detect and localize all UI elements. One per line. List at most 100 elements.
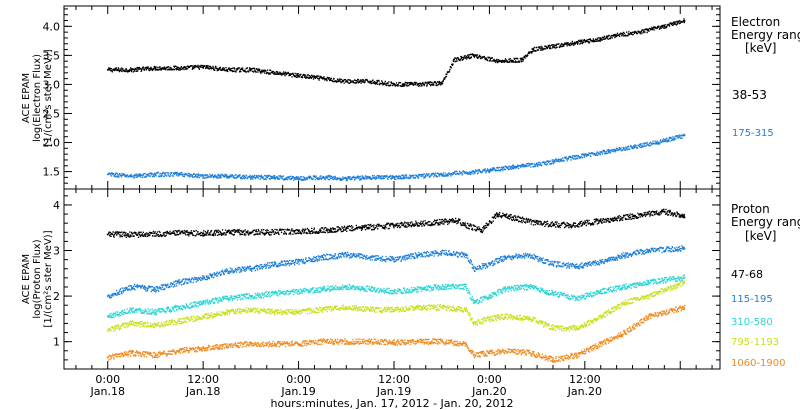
data-point — [496, 213, 499, 216]
data-point — [488, 263, 491, 266]
data-point — [440, 82, 443, 85]
data-point — [321, 256, 324, 259]
proton-legend-subtitle: Energy range — [731, 215, 800, 229]
data-point — [504, 256, 507, 259]
data-point — [607, 150, 610, 153]
data-point — [226, 270, 228, 272]
data-point — [106, 329, 109, 332]
electron-y-axis-label: ACE EPAM log(Electron Flux) [1/(cm²s ste… — [21, 49, 54, 146]
series-175-315 — [106, 133, 686, 182]
data-point — [234, 231, 236, 234]
data-point — [576, 327, 578, 329]
x-tick-label-date: Jan.19 — [280, 385, 315, 398]
data-point — [464, 308, 467, 311]
data-point — [345, 340, 348, 343]
data-point — [599, 290, 602, 293]
data-point — [202, 66, 205, 68]
proton-legend-title: Proton — [731, 202, 770, 216]
electron-legend-title: Electron — [731, 15, 780, 29]
data-point — [440, 340, 443, 343]
data-point — [683, 281, 686, 284]
data-point — [250, 69, 252, 71]
data-point — [202, 347, 205, 350]
data-point — [178, 67, 181, 70]
data-point — [393, 290, 395, 293]
data-point — [416, 288, 419, 291]
data-point — [623, 286, 626, 288]
series-115-195 — [106, 245, 686, 299]
data-point — [576, 265, 578, 268]
electron-panel: 1.5 2.0 2.5 3.0 3.5 4.0 — [43, 6, 720, 190]
data-point — [130, 286, 133, 288]
data-point — [393, 341, 395, 344]
data-point — [106, 295, 109, 297]
x-tick-label-time: 0:00 — [95, 373, 120, 386]
data-point — [647, 281, 650, 284]
data-point — [504, 215, 507, 218]
data-point — [393, 83, 395, 86]
data-point — [369, 288, 371, 291]
electron-legend: Electron Energy range [keV] 38-53 175-31… — [731, 15, 800, 139]
x-axis-label: hours:minutes, Jan. 17, 2012 - Jan. 20, … — [271, 397, 514, 410]
proton-ylabel-line-1: ACE EPAM — [21, 254, 32, 304]
data-point — [178, 306, 181, 309]
data-point — [393, 308, 395, 311]
proton-legend-units: [keV] — [745, 229, 776, 243]
data-point — [464, 286, 467, 288]
data-point — [273, 343, 276, 345]
data-point — [416, 254, 419, 256]
proton-legend-115-195: 115-195 — [731, 294, 773, 305]
data-point — [345, 227, 348, 230]
y-tick-label: 2.5 — [43, 107, 61, 120]
data-point — [615, 34, 618, 36]
data-point — [647, 315, 650, 318]
x-tick-label-date: Jan.20 — [471, 385, 506, 398]
data-point — [631, 215, 634, 218]
y-tick-label: 4.0 — [43, 20, 61, 33]
y-tick-label: 2.0 — [43, 137, 61, 150]
data-point — [170, 232, 173, 235]
series-points-175-315 — [107, 133, 686, 182]
data-point — [250, 308, 252, 311]
electron-legend-subtitle: Energy range — [731, 28, 800, 42]
data-point — [361, 226, 364, 229]
data-point — [154, 67, 157, 70]
data-point — [528, 318, 531, 320]
data-point — [393, 258, 395, 261]
data-point — [178, 281, 181, 284]
data-point — [639, 31, 642, 33]
data-point — [202, 277, 205, 279]
data-point — [154, 354, 157, 357]
series-points-47-68 — [107, 208, 686, 238]
data-point — [599, 315, 602, 318]
data-point — [552, 263, 554, 266]
data-point — [576, 354, 578, 357]
data-point — [599, 38, 602, 40]
proton-legend: Proton Energy range [keV] 47-68 115-195 … — [731, 202, 800, 369]
data-point — [369, 176, 371, 179]
data-point — [683, 19, 686, 22]
data-point — [273, 71, 276, 74]
data-point — [416, 175, 419, 178]
data-point — [202, 315, 205, 318]
data-point — [631, 146, 634, 149]
data-point — [576, 297, 578, 300]
data-point — [265, 231, 268, 234]
x-tick-label-date: Jan.20 — [567, 385, 602, 398]
data-point — [345, 286, 348, 288]
data-point — [345, 80, 348, 83]
data-point — [440, 251, 443, 254]
data-point — [568, 224, 570, 227]
y-tick-label: 3.5 — [43, 49, 61, 62]
proton-ylabel-line-3: [1/(cm²s ster MeV)] — [43, 230, 54, 327]
data-point — [393, 176, 395, 179]
proton-panel-frame — [63, 188, 721, 370]
data-point — [138, 233, 141, 236]
data-point — [178, 320, 181, 323]
data-point — [452, 59, 455, 61]
data-point — [297, 343, 300, 345]
electron-ylabel-line-2: log(Electron Flux) — [32, 54, 43, 142]
data-point — [655, 141, 658, 144]
data-point — [623, 302, 626, 304]
data-point — [106, 233, 109, 236]
